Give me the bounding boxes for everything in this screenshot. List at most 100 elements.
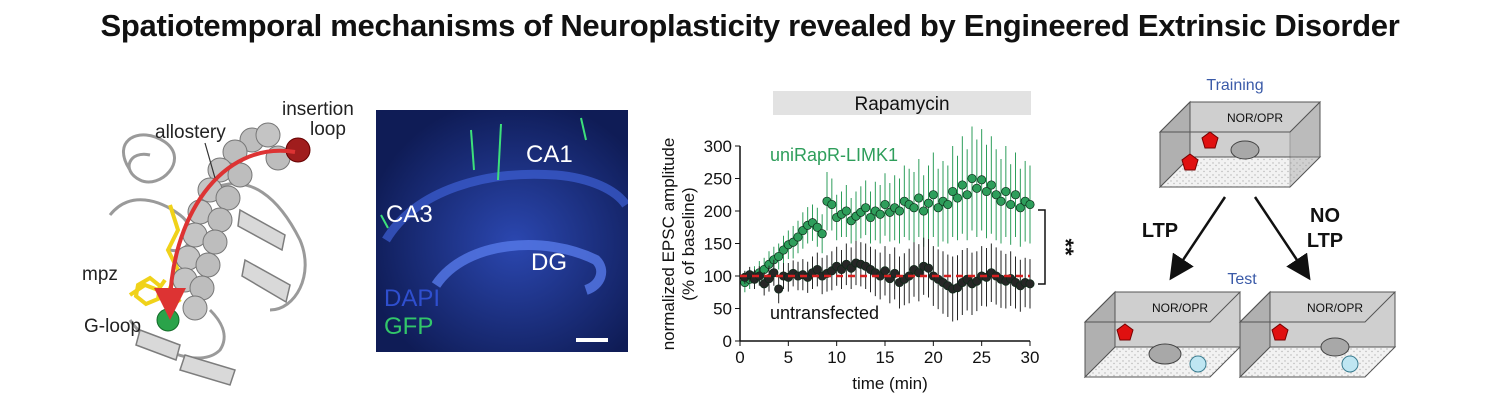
unirapr-data-point [962, 190, 972, 200]
y-axis-label-line2: (% of baseline) [679, 187, 698, 300]
training-arena: NOR/OPR [1158, 100, 1322, 189]
y-tick-label: 200 [704, 202, 732, 221]
allostery-pointer [204, 142, 216, 179]
y-tick-label: 150 [704, 235, 732, 254]
y-tick-label: 0 [723, 332, 732, 351]
behavior-schematic: Training NOR/OPR LTP NO LTP Test NOR/OPR [1083, 77, 1397, 379]
test-arena-ltp: NOR/OPR [1083, 290, 1242, 379]
y-tick-label: 300 [704, 137, 732, 156]
unirapr-data-point [1015, 203, 1025, 213]
significance-marker: ** [1053, 238, 1078, 256]
x-tick-label: 10 [827, 348, 846, 367]
training-object-2 [1181, 153, 1199, 171]
g-loop-label: G-loop [84, 316, 141, 337]
unirapr-data-point [1010, 190, 1021, 200]
mpz-label: mpz [82, 264, 118, 285]
series-label-unirapr: uniRapR-LIMK1 [770, 145, 898, 165]
unirapr-data-point [919, 206, 929, 216]
unirapr-data-point [977, 175, 987, 185]
y-axis-label-line1: normalized EPSC amplitude [659, 138, 678, 351]
unirapr-data-point [793, 232, 803, 242]
test-box-label-ltp: NOR/OPR [1152, 301, 1208, 315]
unirapr-data-point [972, 183, 982, 193]
dentate-gyrus-layer [431, 240, 607, 295]
training-box-label: NOR/OPR [1227, 111, 1283, 125]
ltp-label: LTP [1142, 220, 1178, 242]
untransfected-data-point [1025, 279, 1035, 289]
test-box-label-no-ltp: NOR/OPR [1307, 301, 1363, 315]
x-tick-label: 25 [972, 348, 991, 367]
training-object-1 [1201, 131, 1219, 149]
unirapr-data-point [952, 193, 963, 203]
unirapr-data-point [991, 190, 1001, 200]
unirapr-data-point [1025, 199, 1035, 210]
allostery-residue-spheres [172, 122, 291, 321]
g-loop-marker [156, 308, 180, 332]
unirapr-data-point [827, 199, 837, 210]
x-tick-label: 15 [876, 348, 895, 367]
scale-bar [576, 338, 608, 342]
unirapr-data-point [875, 209, 885, 219]
protein-structure-panel: insertion loop allostery mpz G-loop [82, 99, 354, 386]
y-tick-label: 100 [704, 267, 732, 286]
unirapr-data-point [996, 196, 1006, 206]
unirapr-data-point [774, 251, 784, 262]
unirapr-data-point [923, 198, 934, 208]
unirapr-data-point [812, 222, 822, 232]
unirapr-data-point [841, 206, 851, 216]
ca-cell-layer [382, 169, 628, 243]
untransfected-data-point [769, 268, 779, 278]
hippocampus-micrograph: CA1 CA3 DG DAPI GFP [376, 110, 628, 352]
gfp-neurons [380, 117, 587, 229]
test-object-novel-ltp [1189, 355, 1207, 373]
test-object-familiar-ltp [1116, 323, 1134, 341]
unirapr-data-point [948, 186, 958, 197]
test-mouse-ltp [1148, 343, 1182, 365]
unirapr-data-point [933, 203, 943, 213]
rapamycin-bar [773, 91, 1031, 115]
unirapr-data-point [928, 190, 938, 200]
unirapr-data-point [986, 180, 996, 190]
unirapr-data-point [1006, 199, 1016, 210]
untransfected-data-point [880, 266, 890, 276]
training-mouse [1230, 140, 1260, 160]
protein-helices [135, 208, 291, 386]
x-tick-label: 20 [924, 348, 943, 367]
ltp-arrow [1169, 196, 1227, 281]
unirapr-data-point [865, 212, 876, 223]
untransfected-data-point [923, 263, 934, 273]
test-mouse-no-ltp [1320, 337, 1350, 357]
unirapr-data-point [909, 203, 919, 213]
figure-title: Spatiotemporal mechanisms of Neuroplasti… [100, 8, 1400, 43]
unirapr-data-point [817, 229, 827, 239]
x-tick-label: 5 [784, 348, 793, 367]
ca3-label: CA3 [386, 201, 433, 228]
test-arena-no-ltp: NOR/OPR [1238, 290, 1397, 379]
significance-bracket [1038, 209, 1046, 285]
untransfected-data-point [774, 284, 784, 294]
no-ltp-arrow [1253, 196, 1311, 281]
series-label-untransfected: untransfected [770, 303, 879, 323]
micrograph-background [376, 110, 628, 352]
ca1-label: CA1 [526, 141, 573, 168]
no-ltp-label-line2: LTP [1307, 230, 1343, 252]
unirapr-data-point [880, 199, 890, 210]
unirapr-data-point [957, 180, 967, 190]
x-axis-label: time (min) [852, 374, 928, 393]
insertion-label-line1: insertion [282, 99, 354, 120]
y-tick-label: 250 [704, 170, 732, 189]
unirapr-data-point [861, 203, 871, 213]
allostery-label: allostery [155, 122, 226, 143]
unirapr-data-point [1001, 186, 1011, 197]
x-tick-label: 0 [735, 348, 744, 367]
unirapr-data-point [894, 206, 905, 216]
dapi-label: DAPI [384, 285, 440, 312]
unirapr-data-point [943, 199, 953, 210]
insertion-label-line2: loop [310, 119, 346, 140]
unirapr-data-point [967, 173, 977, 184]
test-object-familiar-no-ltp [1271, 323, 1289, 341]
untransfected-data-point [812, 264, 822, 275]
test-label: Test [1227, 271, 1257, 288]
test-object-novel-no-ltp [1341, 355, 1359, 373]
